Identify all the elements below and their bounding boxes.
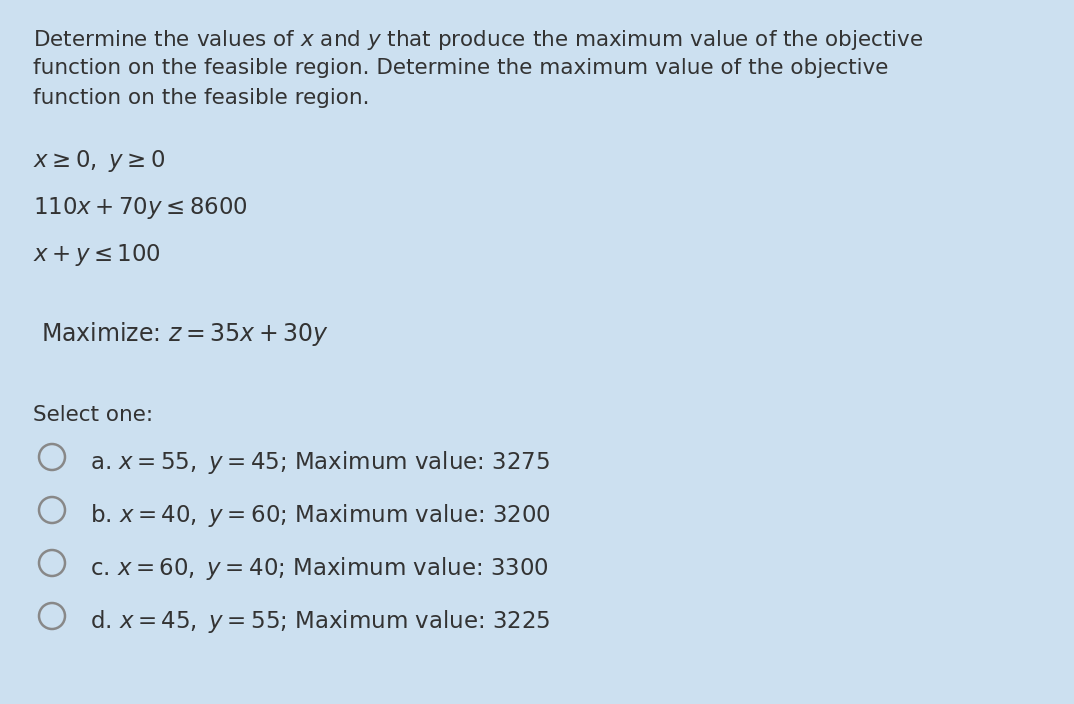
Text: $x + y \leq 100$: $x + y \leq 100$ — [33, 242, 161, 268]
Text: b. $x = 40,\ y = 60$; Maximum value: 3200: b. $x = 40,\ y = 60$; Maximum value: 320… — [90, 502, 551, 529]
Text: c. $x = 60,\ y = 40$; Maximum value: 3300: c. $x = 60,\ y = 40$; Maximum value: 330… — [90, 555, 549, 582]
Text: a. $x = 55,\ y = 45$; Maximum value: 3275: a. $x = 55,\ y = 45$; Maximum value: 327… — [90, 449, 550, 476]
Text: Maximize: $z = 35x + 30y$: Maximize: $z = 35x + 30y$ — [41, 320, 329, 348]
Ellipse shape — [39, 603, 66, 629]
Text: $110x + 70y \leq 8600$: $110x + 70y \leq 8600$ — [33, 195, 248, 221]
Text: d. $x = 45,\ y = 55$; Maximum value: 3225: d. $x = 45,\ y = 55$; Maximum value: 322… — [90, 608, 550, 635]
Text: Select one:: Select one: — [33, 405, 154, 425]
Ellipse shape — [39, 550, 66, 576]
Text: function on the feasible region. Determine the maximum value of the objective: function on the feasible region. Determi… — [33, 58, 888, 78]
Text: Determine the values of $x$ and $y$ that produce the maximum value of the object: Determine the values of $x$ and $y$ that… — [33, 28, 924, 52]
Ellipse shape — [39, 444, 66, 470]
Text: function on the feasible region.: function on the feasible region. — [33, 88, 369, 108]
Ellipse shape — [39, 497, 66, 523]
Text: $x \geq 0,\ y \geq 0$: $x \geq 0,\ y \geq 0$ — [33, 148, 165, 174]
